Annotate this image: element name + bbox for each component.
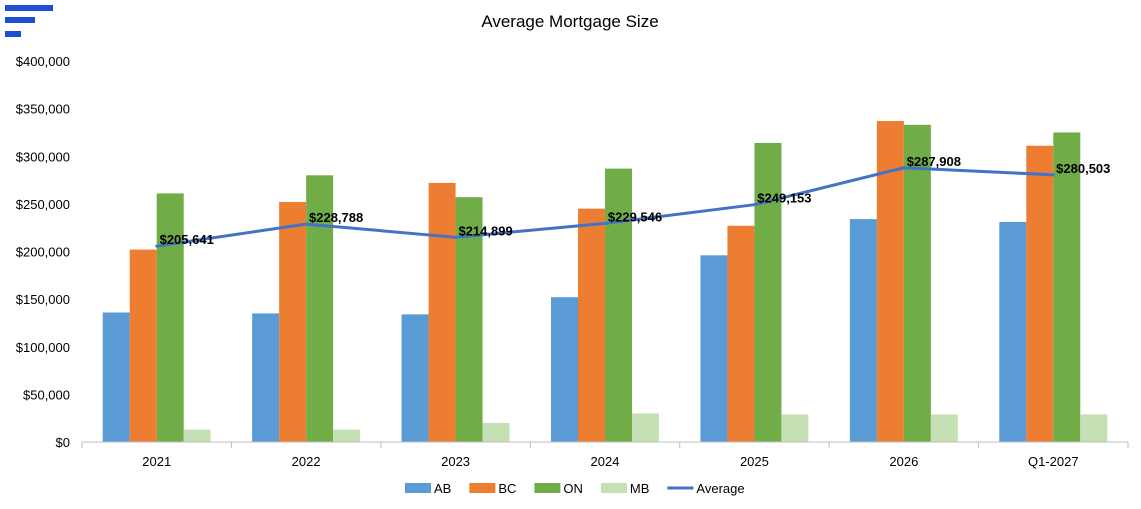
bar-ab-2024 <box>551 297 578 442</box>
bar-ab-2023 <box>401 314 429 442</box>
bar-mb-2022 <box>333 429 361 442</box>
legend-swatch-on <box>534 483 561 493</box>
y-tick-label: $350,000 <box>16 102 70 117</box>
bar-mb-2021 <box>183 429 211 442</box>
bar-ab-2026 <box>849 219 877 442</box>
bar-ab-2021 <box>102 312 130 442</box>
x-axis: 2021 2022 2023 2024 2025 2026 Q1-2027 <box>81 441 1129 469</box>
average-point-2023 <box>454 235 458 239</box>
bar-bc-2021 <box>129 249 157 442</box>
bar-mb-2024 <box>632 413 659 442</box>
legend-swatch-mb <box>600 483 627 493</box>
average-point-2022 <box>304 222 308 226</box>
average-data-label: $214,899 <box>458 223 512 238</box>
x-tick-label: 2023 <box>441 454 470 469</box>
average-point-q1-2027 <box>1051 173 1055 177</box>
y-tick-label: $250,000 <box>16 197 70 212</box>
legend-swatch-bc <box>469 483 496 493</box>
logo-bar-bottom <box>5 31 21 37</box>
y-tick-label: $400,000 <box>16 54 70 69</box>
average-data-label: $229,546 <box>608 209 662 224</box>
bar-on-2024 <box>605 168 632 442</box>
x-tick-label: 2025 <box>740 454 769 469</box>
x-tick-label: 2021 <box>142 454 171 469</box>
x-tick-label: 2022 <box>292 454 321 469</box>
x-tick-label: 2026 <box>889 454 918 469</box>
logo-bar-middle <box>5 17 35 23</box>
legend-label-on: ON <box>563 481 583 496</box>
average-point-2026 <box>902 166 906 170</box>
bar-on-q1-2027 <box>1053 132 1081 442</box>
x-tick-label: 2024 <box>591 454 620 469</box>
legend: AB BC ON MB Average <box>405 481 745 496</box>
legend-label-bc: BC <box>498 481 516 496</box>
bar-on-2025 <box>754 142 782 443</box>
average-data-label: $205,641 <box>160 232 214 247</box>
average-line: $205,641 $228,788 $214,899 $229,546 $249,153… <box>155 154 1110 248</box>
y-tick-label: $50,000 <box>23 387 70 402</box>
bar-mb-2025 <box>781 414 809 442</box>
bar-on-2022 <box>306 175 334 443</box>
y-tick-label: $150,000 <box>16 292 70 307</box>
legend-swatch-ab <box>405 483 431 493</box>
y-tick-label: $200,000 <box>16 245 70 260</box>
bar-on-2026 <box>903 124 931 442</box>
bar-bc-2024 <box>578 208 605 442</box>
average-point-2025 <box>752 203 756 207</box>
legend-label-ab: AB <box>434 481 451 496</box>
average-data-label: $249,153 <box>757 191 811 206</box>
average-data-label: $287,908 <box>907 154 961 169</box>
y-tick-label: $100,000 <box>16 340 70 355</box>
bar-ab-2025 <box>700 255 728 442</box>
logo-bar-top <box>5 5 53 11</box>
y-tick-label: $0 <box>56 435 70 450</box>
average-data-label: $228,788 <box>309 210 363 225</box>
y-tick-label: $300,000 <box>16 149 70 164</box>
average-point-2024 <box>603 221 607 225</box>
legend-label-average: Average <box>696 481 744 496</box>
bar-mb-2023 <box>482 422 510 442</box>
bar-bc-q1-2027 <box>1026 145 1054 442</box>
chart-title: Average Mortgage Size <box>481 12 658 31</box>
bar-bc-2025 <box>727 225 755 442</box>
bar-bc-2023 <box>428 182 456 443</box>
bar-mb-q1-2027 <box>1080 414 1108 442</box>
bar-ab-2022 <box>252 313 280 442</box>
bar-bc-2022 <box>279 201 307 442</box>
bar-on-2021 <box>156 193 184 442</box>
average-point-2021 <box>155 244 159 248</box>
legend-label-mb: MB <box>630 481 650 496</box>
average-data-label: $280,503 <box>1056 161 1110 176</box>
bar-ab-q1-2027 <box>999 221 1027 442</box>
y-axis: $0 $50,000 $100,000 $150,000 $200,000 $250,00… <box>16 54 70 450</box>
bar-mb-2026 <box>930 414 958 442</box>
x-tick-label: Q1-2027 <box>1028 454 1079 469</box>
